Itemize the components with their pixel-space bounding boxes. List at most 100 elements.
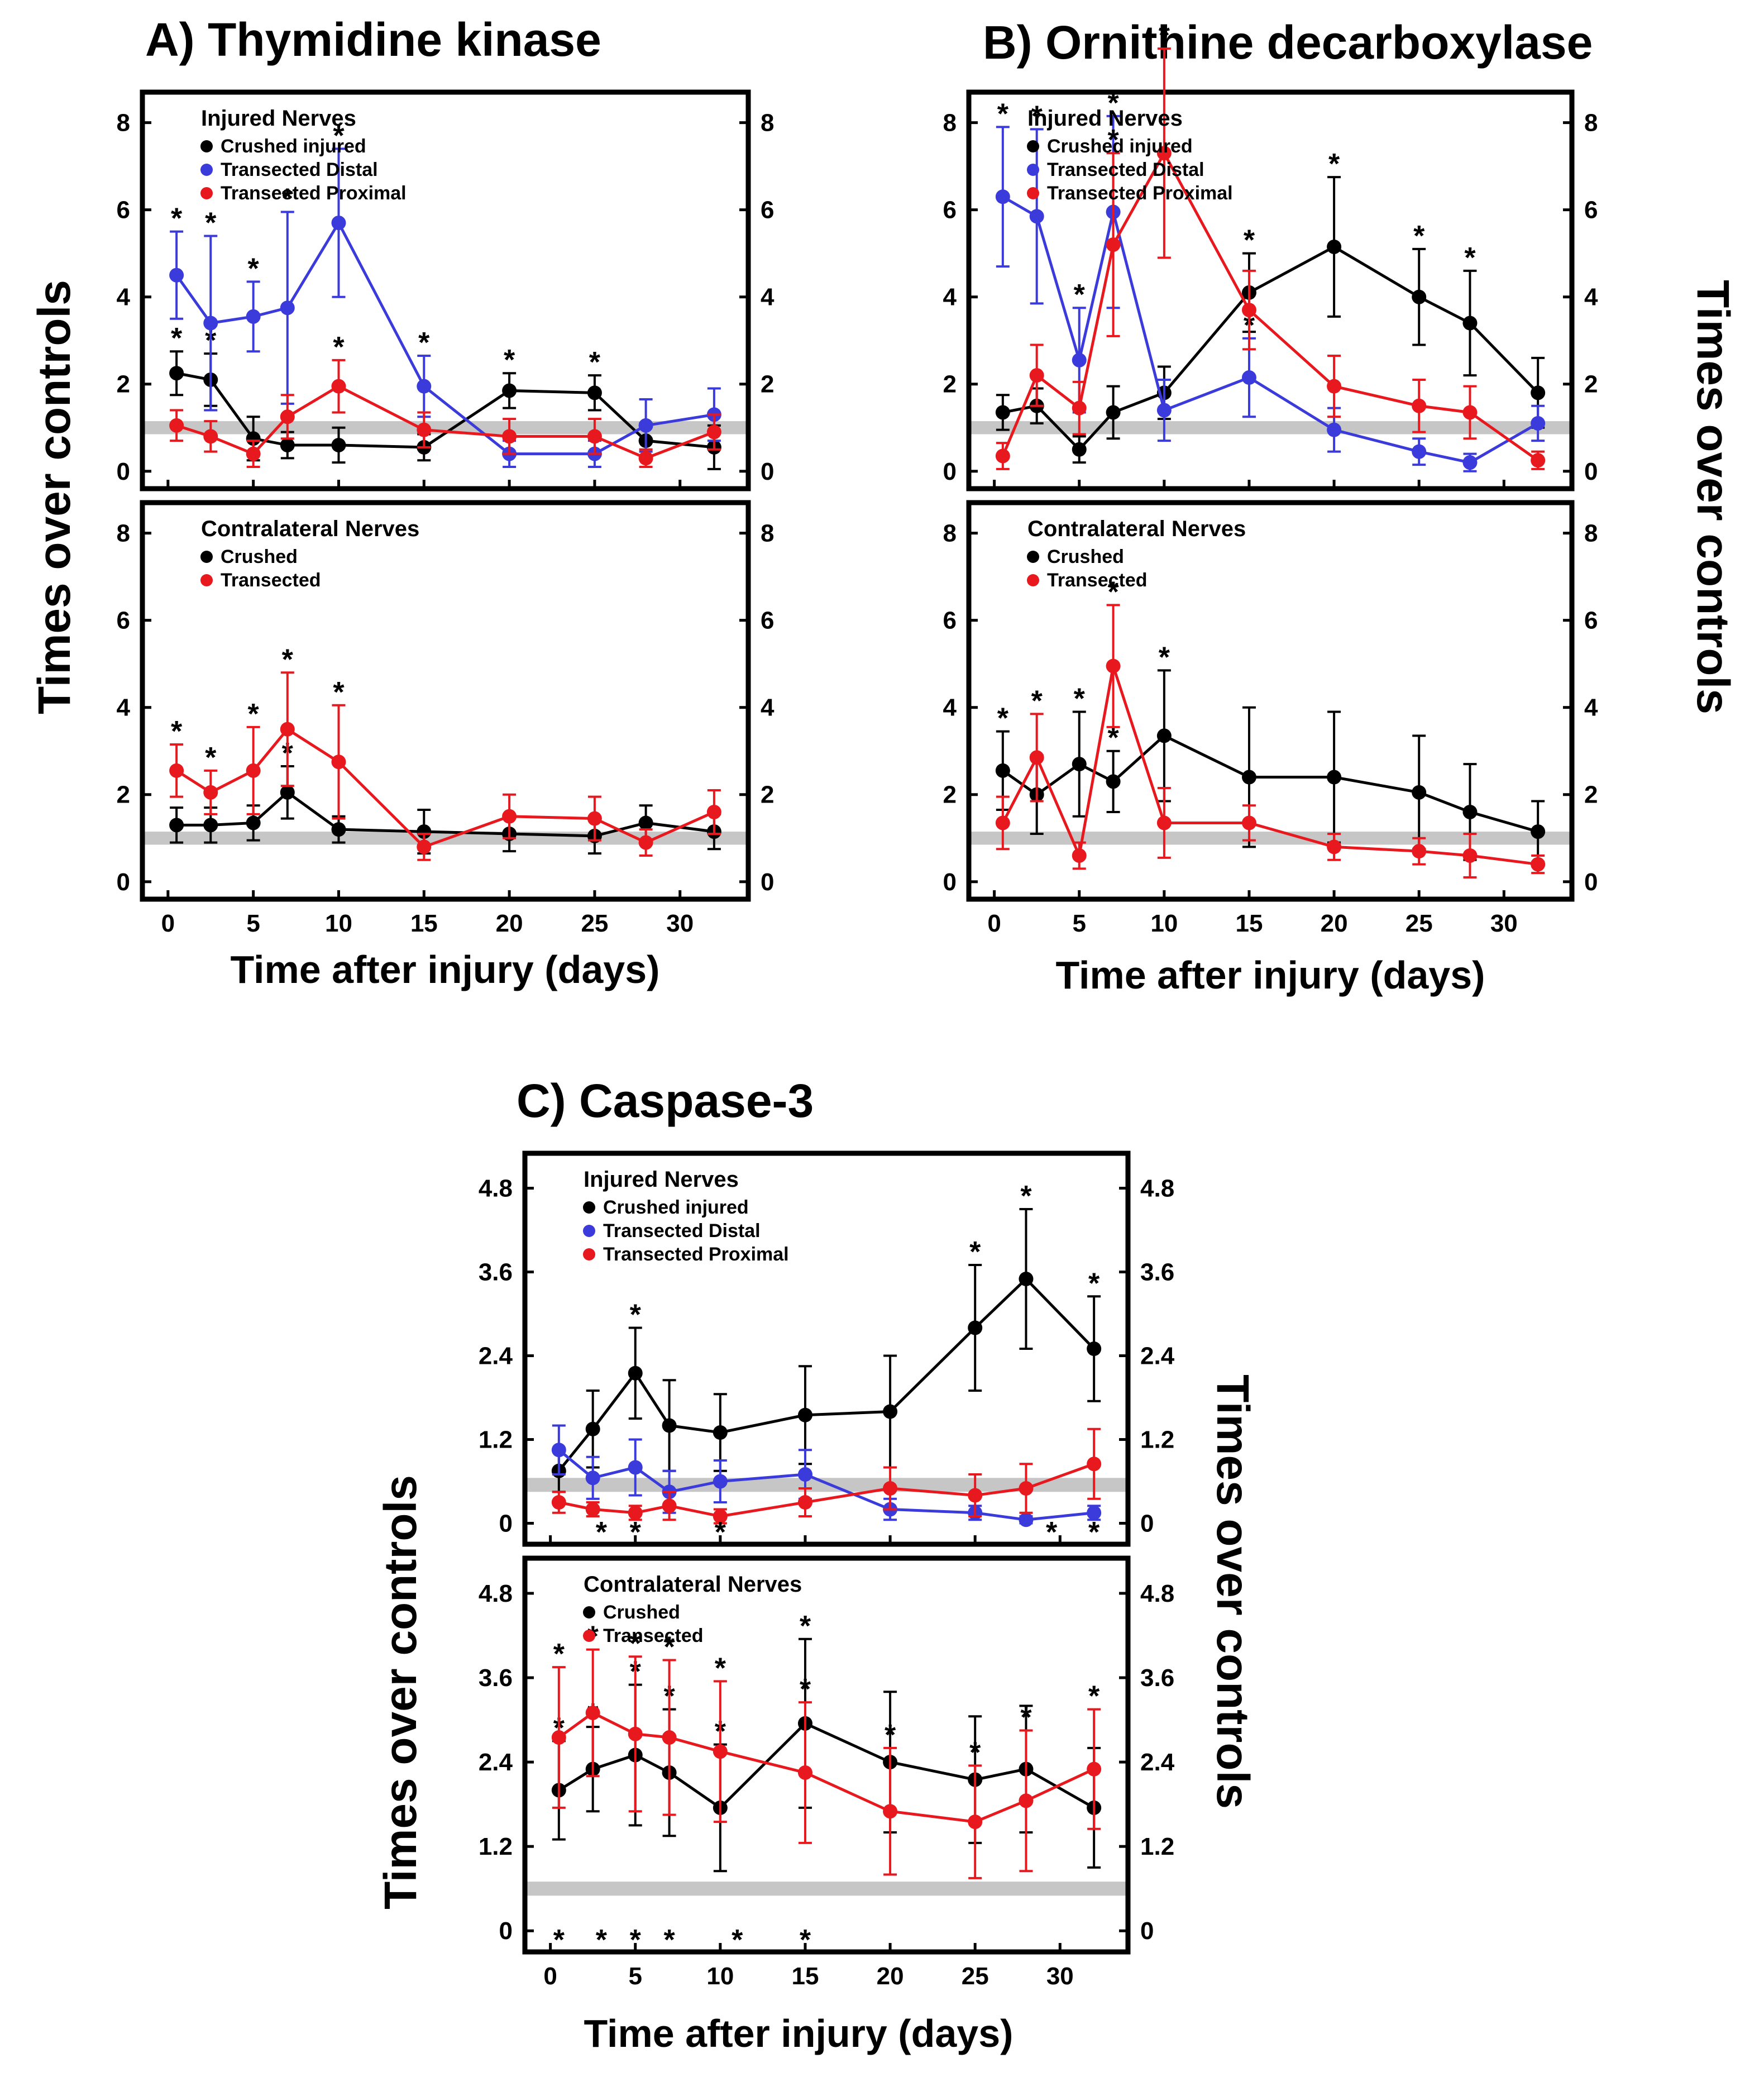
y-tick-label: 0 <box>117 868 130 896</box>
significance-star: * <box>885 1719 896 1751</box>
legend-label: Transected Proximal <box>603 1244 789 1265</box>
significance-star: * <box>663 1924 675 1956</box>
data-point <box>417 839 432 854</box>
significance-star: * <box>333 120 345 152</box>
legend-marker <box>200 187 213 199</box>
y-tick-label: 2 <box>117 781 130 809</box>
series-transected-proximal: ** <box>995 20 1546 470</box>
legend-marker <box>1027 574 1039 586</box>
data-point <box>797 1407 812 1422</box>
data-point <box>1029 368 1044 383</box>
data-point <box>662 1418 677 1433</box>
legend-marker <box>1027 164 1039 176</box>
series-transected: ** <box>995 576 1546 878</box>
y-tick-label-right: 6 <box>1584 197 1598 224</box>
data-point <box>1531 416 1546 431</box>
series-line <box>558 1462 1095 1518</box>
significance-star: * <box>1107 124 1119 156</box>
data-point <box>1531 385 1546 400</box>
significance-star: * <box>333 676 345 709</box>
data-point <box>628 1726 643 1741</box>
legend-label: Transected Distal <box>221 159 378 180</box>
significance-star: * <box>282 183 294 216</box>
significance-star: * <box>1020 1701 1032 1734</box>
series-transected-proximal <box>551 1427 1102 1525</box>
significance-star: * <box>1031 685 1043 717</box>
y-tick-label-right: 6 <box>1584 607 1598 634</box>
legend: Contralateral Nerves Crushed Transected <box>1027 517 1246 591</box>
data-point <box>417 379 432 394</box>
series-transected: * * * * * <box>169 643 721 861</box>
series-line <box>557 1277 1095 1472</box>
y-tick-label: 1.2 <box>479 1833 513 1860</box>
data-point <box>1156 403 1172 418</box>
data-point <box>203 785 218 800</box>
x-tick-label: 10 <box>325 910 352 937</box>
panel-b-x-axis-label: Time after injury (days) <box>1056 953 1485 997</box>
plot-frame <box>966 89 1575 491</box>
data-point <box>1072 757 1087 772</box>
significance-star: * <box>333 331 345 364</box>
significance-star: * <box>1464 242 1476 274</box>
y-tick-label-right: 2.4 <box>1140 1749 1175 1776</box>
significance-star: * <box>1159 641 1170 674</box>
legend-marker <box>1027 140 1039 152</box>
data-point <box>1029 750 1044 765</box>
legend-label: Crushed injured <box>603 1197 749 1218</box>
significance-star: * <box>205 207 217 239</box>
significance-star: * <box>1088 1680 1100 1713</box>
significance-star: * <box>732 1924 743 1956</box>
data-point <box>417 824 432 839</box>
data-point <box>797 1467 812 1482</box>
data-point <box>1072 352 1087 367</box>
panel-a-subplot-contralateral: 0022446688051015202530******Contralatera… <box>117 500 775 937</box>
significance-star: * <box>282 643 294 676</box>
y-tick-label: 4 <box>117 694 131 722</box>
data-point <box>628 1505 643 1520</box>
data-point <box>1412 398 1427 413</box>
x-tick-label: 15 <box>791 1963 819 1990</box>
significance-star: * <box>171 203 183 235</box>
x-tick-label: 5 <box>629 1963 642 1990</box>
x-tick-label: 30 <box>1490 910 1518 937</box>
data-point <box>1462 804 1478 819</box>
data-point <box>331 216 346 231</box>
legend-title: Contralateral Nerves <box>1027 517 1246 541</box>
data-point <box>797 1765 812 1780</box>
control-band <box>969 832 1572 845</box>
data-point <box>331 755 346 770</box>
panel-c-x-axis-label: Time after injury (days) <box>584 2012 1014 2055</box>
data-point <box>280 437 295 452</box>
y-tick-label: 8 <box>117 520 130 547</box>
data-point <box>169 818 184 833</box>
series-crushed-injured: * * * * <box>551 1180 1102 1493</box>
panel-a-x-axis-label: Time after injury (days) <box>231 948 660 991</box>
plot-frame <box>522 1555 1131 1955</box>
y-tick-label-right: 8 <box>1584 520 1598 547</box>
data-point <box>1462 316 1478 331</box>
data-point <box>331 379 346 394</box>
legend-label: Transected Distal <box>1047 159 1204 180</box>
legend-marker <box>583 1630 595 1642</box>
y-tick-label-right: 2.4 <box>1140 1343 1175 1370</box>
data-point <box>169 418 184 433</box>
data-point <box>1327 239 1342 254</box>
data-point <box>1019 1512 1034 1527</box>
y-tick-label-right: 4 <box>761 694 775 722</box>
legend-marker <box>583 1201 595 1214</box>
data-point <box>551 1443 566 1458</box>
data-point <box>280 409 295 424</box>
plot-frame <box>522 1150 1131 1547</box>
y-tick-label: 0 <box>943 458 957 485</box>
data-point <box>1241 770 1256 785</box>
y-tick-label-right: 2 <box>1584 371 1598 398</box>
data-point <box>502 809 517 824</box>
y-tick-label: 0 <box>499 1917 513 1945</box>
data-point <box>1412 785 1427 800</box>
data-point <box>331 437 346 452</box>
significance-star: * <box>1244 225 1255 257</box>
significance-star: * <box>504 344 515 376</box>
y-tick-label: 0 <box>499 1510 513 1538</box>
